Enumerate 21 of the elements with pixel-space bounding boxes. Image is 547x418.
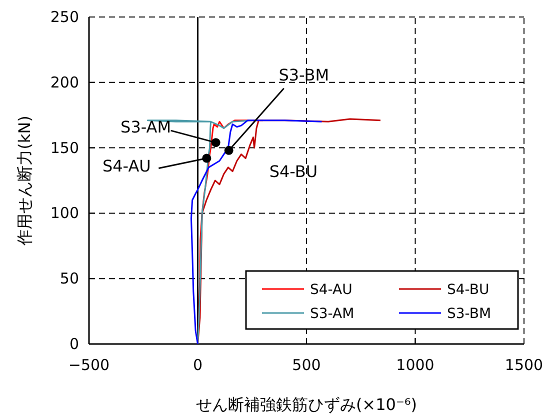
y-tick-label: 0 <box>69 335 79 353</box>
y-axis-title: 作用せん断力(kN) <box>15 116 34 246</box>
legend-label: S4-AU <box>310 282 352 298</box>
y-tick-label: 100 <box>50 204 79 222</box>
annotation: S4-BU <box>269 162 318 182</box>
x-tick-label: 1500 <box>504 356 544 374</box>
annotation: S3-AM <box>120 118 172 137</box>
legend-label: S3-AM <box>310 306 354 322</box>
x-tick-label: 500 <box>292 356 321 374</box>
x-tick-label: 1000 <box>396 356 434 374</box>
legend-label: S4-BU <box>447 282 490 298</box>
x-tick-label: −500 <box>68 356 110 374</box>
y-tick-label: 250 <box>50 8 79 26</box>
x-tick-label: 0 <box>192 356 203 374</box>
annotation: S3-BM <box>278 65 330 84</box>
x-axis-title: せん断補強鉄筋ひずみ(×10⁻⁶) <box>196 395 418 414</box>
y-tick-label: 150 <box>50 138 79 157</box>
y-tick-label: 50 <box>60 270 79 288</box>
y-tick-label: 200 <box>50 73 79 92</box>
annotation: S4-AU <box>102 156 151 176</box>
legend-label: S3-BM <box>447 306 492 322</box>
